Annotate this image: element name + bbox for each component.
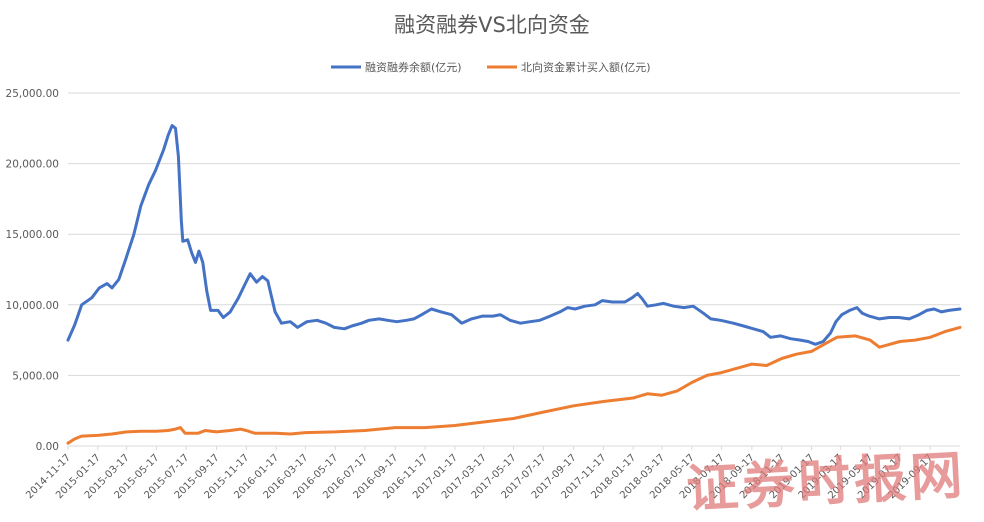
legend-label: 融资融券余额(亿元) [365, 60, 462, 74]
y-axis: 0.00 5,000.00 10,000.00 15,000.00 20,000.00 2… [6, 88, 59, 453]
chart-title: 融资融券VS北向资金 [394, 13, 590, 37]
y-tick-label: 25,000.00 [6, 88, 59, 100]
grid [68, 92, 960, 447]
series-line-northbound [66, 325, 962, 445]
y-tick-label: 5,000.00 [12, 370, 59, 382]
series-layer [66, 124, 962, 445]
y-tick-label: 20,000.00 [6, 159, 59, 171]
watermark: 证券时报网 [684, 444, 968, 521]
y-tick-label: 15,000.00 [6, 229, 59, 241]
y-tick-label: 10,000.00 [6, 300, 59, 312]
legend-label: 北向资金累计买入额(亿元) [521, 60, 651, 74]
series-line-margin-balance [66, 124, 962, 346]
legend: 融资融券余额(亿元) 北向资金累计买入额(亿元) [331, 60, 651, 74]
y-tick-label: 0.00 [36, 441, 59, 453]
